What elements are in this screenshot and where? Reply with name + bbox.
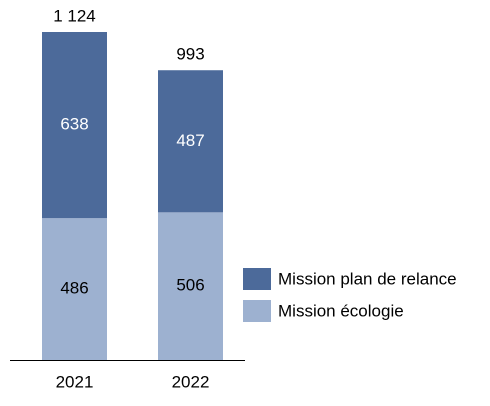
value-label: 638 [60, 115, 88, 134]
legend-label: Mission plan de relance [278, 269, 457, 288]
total-label: 993 [176, 45, 204, 64]
value-label: 487 [176, 131, 204, 150]
legend-label: Mission écologie [278, 301, 404, 320]
total-label: 1 124 [53, 6, 96, 25]
legend-swatch [243, 268, 271, 290]
legend-swatch [243, 300, 271, 322]
bar-segment [42, 218, 107, 360]
value-label: 486 [60, 279, 88, 298]
bar-segment [158, 212, 223, 360]
value-label: 506 [176, 276, 204, 295]
bar-segment [158, 70, 223, 213]
x-tick-label: 2021 [56, 372, 94, 391]
x-tick-label: 2022 [172, 372, 210, 391]
bar-segment [42, 32, 107, 219]
